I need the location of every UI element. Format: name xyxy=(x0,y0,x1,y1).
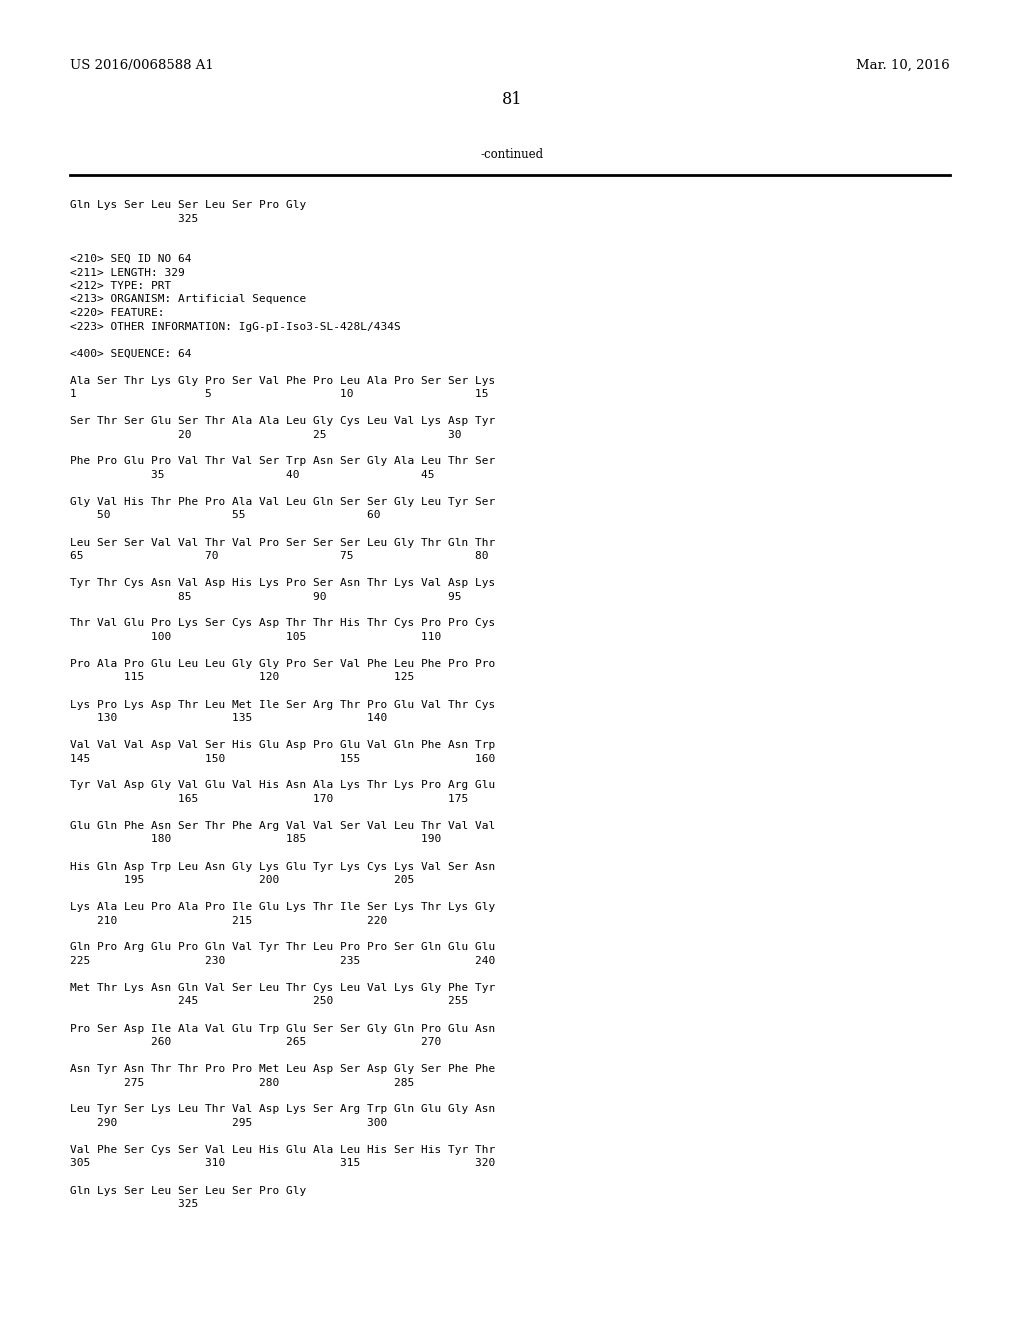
Text: Tyr Val Asp Gly Val Glu Val His Asn Ala Lys Thr Lys Pro Arg Glu: Tyr Val Asp Gly Val Glu Val His Asn Ala … xyxy=(70,780,496,791)
Text: Phe Pro Glu Pro Val Thr Val Ser Trp Asn Ser Gly Ala Leu Thr Ser: Phe Pro Glu Pro Val Thr Val Ser Trp Asn … xyxy=(70,457,496,466)
Text: 305                 310                 315                 320: 305 310 315 320 xyxy=(70,1159,496,1168)
Text: -continued: -continued xyxy=(480,149,544,161)
Text: <211> LENGTH: 329: <211> LENGTH: 329 xyxy=(70,268,184,277)
Text: <220> FEATURE:: <220> FEATURE: xyxy=(70,308,165,318)
Text: 275                 280                 285: 275 280 285 xyxy=(70,1077,415,1088)
Text: <213> ORGANISM: Artificial Sequence: <213> ORGANISM: Artificial Sequence xyxy=(70,294,306,305)
Text: <400> SEQUENCE: 64: <400> SEQUENCE: 64 xyxy=(70,348,191,359)
Text: His Gln Asp Trp Leu Asn Gly Lys Glu Tyr Lys Cys Lys Val Ser Asn: His Gln Asp Trp Leu Asn Gly Lys Glu Tyr … xyxy=(70,862,496,871)
Text: 225                 230                 235                 240: 225 230 235 240 xyxy=(70,956,496,966)
Text: Val Phe Ser Cys Ser Val Leu His Glu Ala Leu His Ser His Tyr Thr: Val Phe Ser Cys Ser Val Leu His Glu Ala … xyxy=(70,1144,496,1155)
Text: Ser Thr Ser Glu Ser Thr Ala Ala Leu Gly Cys Leu Val Lys Asp Tyr: Ser Thr Ser Glu Ser Thr Ala Ala Leu Gly … xyxy=(70,416,496,426)
Text: 290                 295                 300: 290 295 300 xyxy=(70,1118,387,1129)
Text: Leu Tyr Ser Lys Leu Thr Val Asp Lys Ser Arg Trp Gln Glu Gly Asn: Leu Tyr Ser Lys Leu Thr Val Asp Lys Ser … xyxy=(70,1105,496,1114)
Text: Ala Ser Thr Lys Gly Pro Ser Val Phe Pro Leu Ala Pro Ser Ser Lys: Ala Ser Thr Lys Gly Pro Ser Val Phe Pro … xyxy=(70,375,496,385)
Text: Lys Pro Lys Asp Thr Leu Met Ile Ser Arg Thr Pro Glu Val Thr Cys: Lys Pro Lys Asp Thr Leu Met Ile Ser Arg … xyxy=(70,700,496,710)
Text: <223> OTHER INFORMATION: IgG-pI-Iso3-SL-428L/434S: <223> OTHER INFORMATION: IgG-pI-Iso3-SL-… xyxy=(70,322,400,331)
Text: 180                 185                 190: 180 185 190 xyxy=(70,834,441,845)
Text: 130                 135                 140: 130 135 140 xyxy=(70,713,387,723)
Text: Pro Ser Asp Ile Ala Val Glu Trp Glu Ser Ser Gly Gln Pro Glu Asn: Pro Ser Asp Ile Ala Val Glu Trp Glu Ser … xyxy=(70,1023,496,1034)
Text: 115                 120                 125: 115 120 125 xyxy=(70,672,415,682)
Text: Gln Lys Ser Leu Ser Leu Ser Pro Gly: Gln Lys Ser Leu Ser Leu Ser Pro Gly xyxy=(70,1185,306,1196)
Text: Met Thr Lys Asn Gln Val Ser Leu Thr Cys Leu Val Lys Gly Phe Tyr: Met Thr Lys Asn Gln Val Ser Leu Thr Cys … xyxy=(70,983,496,993)
Text: Leu Ser Ser Val Val Thr Val Pro Ser Ser Ser Leu Gly Thr Gln Thr: Leu Ser Ser Val Val Thr Val Pro Ser Ser … xyxy=(70,537,496,548)
Text: Thr Val Glu Pro Lys Ser Cys Asp Thr Thr His Thr Cys Pro Pro Cys: Thr Val Glu Pro Lys Ser Cys Asp Thr Thr … xyxy=(70,619,496,628)
Text: 325: 325 xyxy=(70,1199,199,1209)
Text: 260                 265                 270: 260 265 270 xyxy=(70,1038,441,1047)
Text: Tyr Thr Cys Asn Val Asp His Lys Pro Ser Asn Thr Lys Val Asp Lys: Tyr Thr Cys Asn Val Asp His Lys Pro Ser … xyxy=(70,578,496,587)
Text: <210> SEQ ID NO 64: <210> SEQ ID NO 64 xyxy=(70,253,191,264)
Text: 165                 170                 175: 165 170 175 xyxy=(70,795,468,804)
Text: 210                 215                 220: 210 215 220 xyxy=(70,916,387,925)
Text: Gln Lys Ser Leu Ser Leu Ser Pro Gly: Gln Lys Ser Leu Ser Leu Ser Pro Gly xyxy=(70,201,306,210)
Text: 20                  25                  30: 20 25 30 xyxy=(70,429,462,440)
Text: Asn Tyr Asn Thr Thr Pro Pro Met Leu Asp Ser Asp Gly Ser Phe Phe: Asn Tyr Asn Thr Thr Pro Pro Met Leu Asp … xyxy=(70,1064,496,1074)
Text: 195                 200                 205: 195 200 205 xyxy=(70,875,415,884)
Text: 145                 150                 155                 160: 145 150 155 160 xyxy=(70,754,496,763)
Text: 1                   5                   10                  15: 1 5 10 15 xyxy=(70,389,488,399)
Text: 65                  70                  75                  80: 65 70 75 80 xyxy=(70,550,488,561)
Text: Mar. 10, 2016: Mar. 10, 2016 xyxy=(856,58,950,71)
Text: 35                  40                  45: 35 40 45 xyxy=(70,470,434,480)
Text: Gln Pro Arg Glu Pro Gln Val Tyr Thr Leu Pro Pro Ser Gln Glu Glu: Gln Pro Arg Glu Pro Gln Val Tyr Thr Leu … xyxy=(70,942,496,953)
Text: 50                  55                  60: 50 55 60 xyxy=(70,511,381,520)
Text: Gly Val His Thr Phe Pro Ala Val Leu Gln Ser Ser Gly Leu Tyr Ser: Gly Val His Thr Phe Pro Ala Val Leu Gln … xyxy=(70,498,496,507)
Text: Val Val Val Asp Val Ser His Glu Asp Pro Glu Val Gln Phe Asn Trp: Val Val Val Asp Val Ser His Glu Asp Pro … xyxy=(70,741,496,750)
Text: 245                 250                 255: 245 250 255 xyxy=(70,997,468,1006)
Text: Lys Ala Leu Pro Ala Pro Ile Glu Lys Thr Ile Ser Lys Thr Lys Gly: Lys Ala Leu Pro Ala Pro Ile Glu Lys Thr … xyxy=(70,902,496,912)
Text: Pro Ala Pro Glu Leu Leu Gly Gly Pro Ser Val Phe Leu Phe Pro Pro: Pro Ala Pro Glu Leu Leu Gly Gly Pro Ser … xyxy=(70,659,496,669)
Text: 81: 81 xyxy=(502,91,522,108)
Text: 100                 105                 110: 100 105 110 xyxy=(70,632,441,642)
Text: US 2016/0068588 A1: US 2016/0068588 A1 xyxy=(70,58,214,71)
Text: 85                  90                  95: 85 90 95 xyxy=(70,591,462,602)
Text: Glu Gln Phe Asn Ser Thr Phe Arg Val Val Ser Val Leu Thr Val Val: Glu Gln Phe Asn Ser Thr Phe Arg Val Val … xyxy=(70,821,496,832)
Text: <212> TYPE: PRT: <212> TYPE: PRT xyxy=(70,281,171,290)
Text: 325: 325 xyxy=(70,214,199,223)
